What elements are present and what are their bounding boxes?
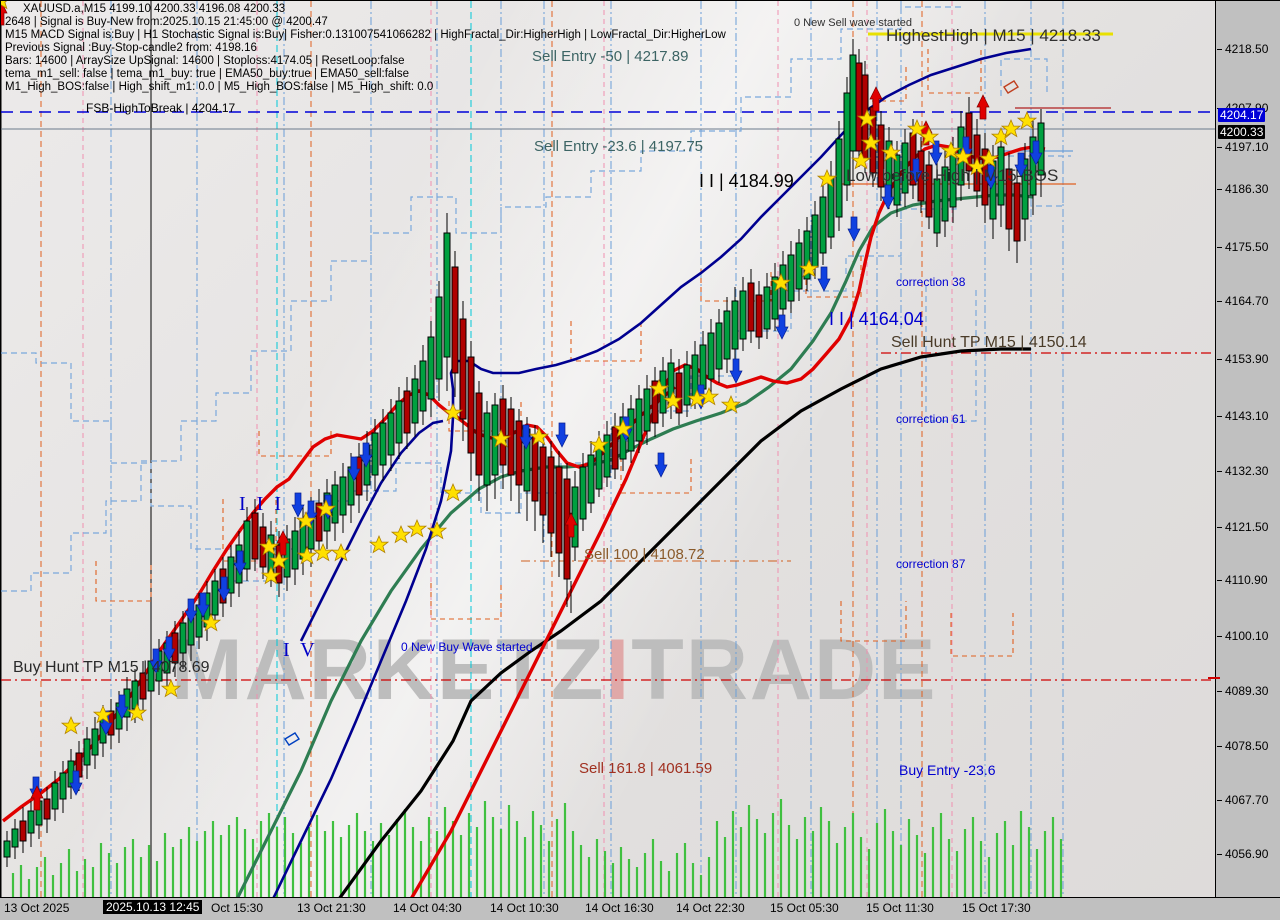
- time-tick-label: 15 Oct 17:30: [962, 901, 1031, 915]
- time-tick-label: 14 Oct 04:30: [393, 901, 462, 915]
- price-tick-mark: [1217, 189, 1222, 190]
- price-tick-label: 4175.50: [1225, 240, 1269, 254]
- price-tick-label: 4100.10: [1225, 629, 1269, 643]
- price-tick-mark: [1217, 580, 1222, 581]
- red-level-axis-marker: [1208, 677, 1220, 679]
- bid-price-badge: 4204.17: [1218, 108, 1266, 122]
- sell-hunt-tp-label: Sell Hunt TP M15 | 4150.14: [891, 334, 1087, 351]
- highest-high-label: HighestHigh | M15 | 4218.33: [886, 26, 1101, 45]
- new-buy-wave-label: 0 New Buy Wave started: [401, 640, 533, 654]
- correction-61-label: correction 61: [896, 412, 966, 426]
- chart-plot-area[interactable]: MARKETZITRADE: [0, 0, 1216, 898]
- price-tick-mark: [1217, 416, 1222, 417]
- chart-info-header: XAUUSD.a,M15 4199.10 4200.33 4196.08 420…: [5, 3, 726, 94]
- fsb-high-to-break-label: FSB-HighToBreak | 4204.17: [86, 101, 236, 115]
- time-tick-label: 13 Oct 21:30: [297, 901, 366, 915]
- price-axis[interactable]: 4218.504207.904197.104186.304175.504164.…: [1208, 0, 1280, 898]
- time-tick-label: 15 Oct 05:30: [770, 901, 839, 915]
- price-tick-mark: [1217, 359, 1222, 360]
- wave-IV-left: I V: [283, 639, 318, 661]
- price-tick-mark: [1217, 49, 1222, 50]
- price-tick-label: 4089.30: [1225, 684, 1269, 698]
- price-tick-mark: [1217, 746, 1222, 747]
- price-tick-label: 4143.10: [1225, 409, 1269, 423]
- level-4164-label: I I | 4164.04: [829, 309, 924, 329]
- sell-arrow-icon: [1, 1, 8, 26]
- time-tick-label: 14 Oct 16:30: [585, 901, 654, 915]
- time-tick-label: 13 Oct 2025: [4, 901, 70, 915]
- time-tick-label: 15 Oct 11:30: [866, 901, 934, 915]
- ma-black: [338, 347, 1031, 897]
- cursor-time-badge: 2025.10.13 12:45: [103, 900, 203, 914]
- price-tick-label: 4186.30: [1225, 182, 1269, 196]
- header-line-1: 2648 | Signal is Buy-New from:2025.10.15…: [5, 16, 328, 28]
- ma-navy-left: [299, 419, 444, 642]
- time-tick-label: 14 Oct 10:30: [490, 901, 559, 915]
- price-tick-mark: [1217, 854, 1222, 855]
- price-tick-label: 4110.90: [1225, 573, 1268, 587]
- price-tick-mark: [1217, 247, 1222, 248]
- header-line-3: Previous Signal :Buy-Stop-candle2 from: …: [5, 42, 257, 54]
- price-tick-label: 4121.50: [1225, 520, 1269, 534]
- level-4184-label: I I | 4184.99: [699, 171, 794, 191]
- hollow-marker-icon: [284, 80, 1019, 746]
- ma-red-left: [1, 385, 677, 823]
- price-tick-mark: [1217, 527, 1222, 528]
- price-tick-mark: [1217, 301, 1222, 302]
- wave-III-left: I I I: [239, 493, 284, 515]
- sell-entry-236-label: Sell Entry -23.6 | 4197.75: [534, 138, 703, 155]
- header-line-4: Bars: 14600 | ArraySize UpSignal: 14600 …: [5, 55, 405, 67]
- price-tick-label: 4218.50: [1225, 42, 1269, 56]
- price-tick-label: 4132.30: [1225, 464, 1269, 478]
- header-line-2: M15 MACD Signal is:Buy | H1 Stochastic S…: [5, 29, 726, 41]
- time-tick-label: 14 Oct 22:30: [676, 901, 745, 915]
- price-tick-label: 4078.50: [1225, 739, 1269, 753]
- header-line-6: M1_High_BOS:false | High_shift_m1: 0.0 |…: [5, 81, 434, 93]
- grid-and-levels-layer: [1, 1, 1215, 897]
- buy-hunt-tp-label: Buy Hunt TP M15 | 4078.69: [13, 659, 210, 676]
- candlesticks: [3, 39, 1045, 867]
- price-tick-label: 4197.10: [1225, 140, 1269, 154]
- price-tick-label: 4056.90: [1225, 847, 1269, 861]
- price-tick-mark: [1217, 147, 1222, 148]
- header-line-0: XAUUSD.a,M15 4199.10 4200.33 4196.08 420…: [23, 3, 286, 15]
- header-line-5: tema_m1_sell: false | tema_m1_buy: true …: [5, 68, 409, 80]
- price-tick-mark: [1217, 471, 1222, 472]
- price-series-layer: [1, 1, 1063, 897]
- time-axis[interactable]: 13 Oct 2025 Oct 15:30 13 Oct 21:30 14 Oct 0…: [0, 898, 1280, 920]
- price-tick-mark: [1217, 636, 1222, 637]
- price-tick-mark: [1217, 800, 1222, 801]
- sell-1618-label: Sell 161.8 | 4061.59: [579, 760, 713, 777]
- buy-entry-236-label: Buy Entry -23.6: [899, 762, 996, 778]
- price-tick-label: 4164.70: [1225, 294, 1269, 308]
- sell-100-label: Sell 100 | 4108.72: [584, 546, 705, 563]
- volume-histogram: [11, 799, 1063, 897]
- price-tick-label: 4067.70: [1225, 793, 1269, 807]
- time-tick-label: Oct 15:30: [211, 901, 264, 915]
- last-price-badge: 4200.33: [1218, 125, 1266, 139]
- ma-red: [410, 143, 1046, 897]
- star-icon: [1, 1, 8, 10]
- ma-green: [236, 193, 1034, 897]
- low-before-high-bos-label: Low before High | M15-BOS: [846, 166, 1059, 185]
- correction-87-label: correction 87: [896, 557, 966, 571]
- price-tick-mark: [1217, 691, 1222, 692]
- price-tick-label: 4153.90: [1225, 352, 1269, 366]
- correction-38-label: correction 38: [896, 275, 966, 289]
